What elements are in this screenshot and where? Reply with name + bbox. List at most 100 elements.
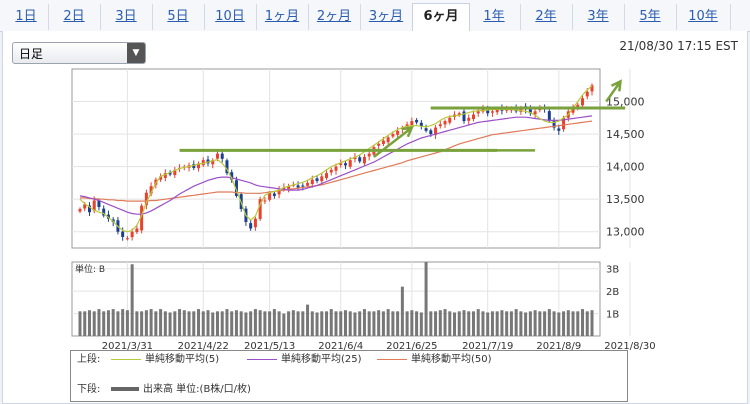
volume-bar: [258, 310, 262, 336]
ma50-line: [80, 120, 593, 202]
candle-body: [220, 153, 224, 159]
breakout-arrow-head: [610, 79, 622, 92]
tab-13[interactable]: 10年: [676, 4, 731, 30]
legend-lower-label: 下段:: [77, 384, 101, 395]
volume-bar: [334, 311, 338, 336]
volume-bar: [154, 311, 158, 336]
volume-bar: [92, 311, 96, 336]
x-tick-label: 2021/8/30: [604, 341, 655, 352]
volume-bar: [83, 311, 87, 336]
candle-body: [329, 169, 333, 173]
candle-body: [287, 186, 291, 189]
period-tabbar: 1日 2日 3日 5日 10日 1ヶ月 2ヶ月 3ヶ月 6ヶ月 1年 2年 3年 5年 10年: [0, 0, 750, 33]
volume-bar: [552, 311, 556, 336]
candle-body: [320, 176, 324, 182]
volume-bar: [419, 312, 423, 336]
candle-body: [192, 164, 196, 168]
volume-bar: [102, 311, 106, 336]
volume-bar: [182, 310, 186, 336]
tab-0[interactable]: 1日: [4, 4, 49, 30]
chevron-down-icon[interactable]: ▼: [127, 43, 145, 63]
ma25-swatch: [247, 358, 277, 360]
ma50-swatch: [377, 358, 407, 360]
tab-10[interactable]: 2年: [520, 4, 573, 30]
candle-body: [362, 156, 366, 164]
candle-body: [557, 128, 561, 131]
volume-bar: [514, 309, 518, 336]
tab-6[interactable]: 2ヶ月: [308, 4, 361, 30]
tab-9[interactable]: 1年: [468, 4, 521, 30]
candle-body: [135, 228, 139, 233]
legend-ma25: 単純移動平均(25): [247, 353, 362, 367]
volume-bar: [121, 309, 125, 336]
x-tick-label: 2021/3/31: [102, 341, 153, 352]
volume-bar: [391, 311, 395, 336]
volume-bar: [116, 311, 120, 336]
candle-body: [576, 104, 580, 108]
interval-select[interactable]: 日足 ▼: [12, 42, 146, 64]
candle-body: [97, 200, 101, 207]
volume-bar: [149, 309, 153, 336]
tab-1[interactable]: 2日: [48, 4, 101, 30]
volume-bar: [434, 311, 438, 336]
candle-body: [277, 189, 281, 195]
candle-body: [377, 143, 381, 146]
candle-body: [481, 108, 485, 112]
volume-bar: [410, 310, 414, 336]
legend-volume: 出来高 単位:(B株/口/枚): [111, 383, 251, 397]
x-tick-label: 2021/6/4: [318, 341, 363, 352]
volume-tick-label: 2B: [606, 287, 619, 298]
volume-bar: [443, 309, 447, 336]
volume-bar: [78, 311, 82, 336]
candle-body: [424, 128, 428, 131]
candle-body: [92, 200, 96, 211]
volume-bar: [192, 311, 196, 336]
volume-bar: [377, 310, 381, 336]
tab-5[interactable]: 1ヶ月: [256, 4, 309, 30]
candle-body: [215, 153, 219, 159]
volume-bar: [87, 310, 91, 336]
volume-bar: [230, 311, 234, 336]
volume-bar: [448, 311, 452, 336]
tab-12[interactable]: 5年: [624, 4, 677, 30]
volume-bar: [495, 311, 499, 336]
candle-body: [249, 223, 253, 229]
volume-bar: [557, 312, 561, 336]
tab-3[interactable]: 5日: [152, 4, 205, 30]
volume-bar: [272, 309, 276, 336]
volume-bar: [187, 311, 191, 336]
ma5-swatch: [111, 358, 141, 360]
candle-body: [121, 231, 125, 237]
tab-11[interactable]: 3年: [572, 4, 625, 30]
volume-bar: [201, 311, 205, 336]
candle-body: [585, 91, 589, 97]
candle-body: [102, 208, 106, 216]
tab-4[interactable]: 10日: [204, 4, 257, 30]
candle-body: [211, 160, 215, 165]
candle-body: [419, 122, 423, 127]
volume-bar: [249, 311, 253, 336]
candle-body: [547, 111, 551, 122]
volume-bar: [547, 309, 551, 336]
candle-body: [343, 163, 347, 166]
volume-bar: [415, 311, 419, 336]
candle-body: [358, 157, 362, 162]
volume-bar: [106, 310, 110, 336]
volume-bar: [543, 311, 547, 336]
candle-body: [225, 160, 229, 174]
volume-swatch: [111, 387, 139, 391]
candle-body: [258, 199, 262, 219]
volume-bar: [306, 304, 310, 336]
tab-2[interactable]: 3日: [100, 4, 153, 30]
volume-bar: [519, 311, 523, 336]
volume-bar: [372, 311, 376, 336]
candle-body: [490, 111, 494, 113]
volume-bar: [453, 312, 457, 336]
candle-body: [83, 204, 87, 209]
x-tick-label: 2021/6/25: [386, 341, 437, 352]
legend-upper-label: 上段:: [77, 354, 101, 365]
candle-body: [301, 185, 305, 187]
volume-bar: [215, 311, 219, 336]
volume-bar: [263, 311, 267, 336]
interval-select-value: 日足: [19, 47, 44, 61]
